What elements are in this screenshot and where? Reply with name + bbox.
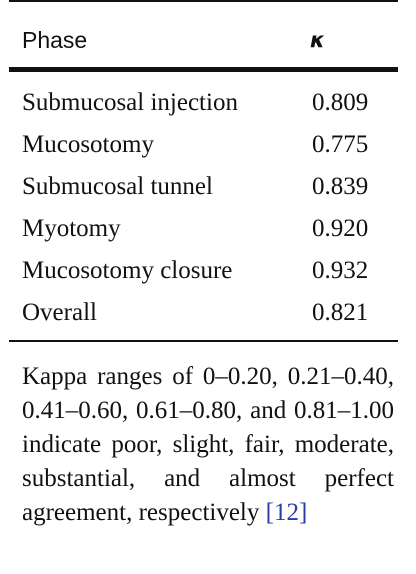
row-phase: Submucosal tunnel <box>22 173 213 200</box>
reference-link[interactable]: [12] <box>265 499 308 526</box>
header-rule <box>9 67 398 72</box>
footnote-text: Kappa ranges of 0–0.20, 0.21–0.40, 0.41–… <box>22 363 394 526</box>
row-phase: Overall <box>22 299 97 326</box>
header-kappa: κ <box>310 28 325 52</box>
row-phase: Mucosotomy <box>22 131 154 158</box>
row-kappa: 0.821 <box>312 299 369 326</box>
row-kappa: 0.809 <box>312 89 369 116</box>
row-kappa: 0.775 <box>312 131 369 158</box>
row-phase: Submucosal injection <box>22 89 238 116</box>
table-row: Mucosotomy 0.775 <box>0 129 416 171</box>
row-kappa: 0.839 <box>312 173 369 200</box>
table-top-rule <box>9 0 398 2</box>
row-phase: Myotomy <box>22 215 121 242</box>
table-row: Myotomy 0.920 <box>0 213 416 255</box>
table-row: Submucosal tunnel 0.839 <box>0 171 416 213</box>
table-footnote: Kappa ranges of 0–0.20, 0.21–0.40, 0.41–… <box>22 360 394 530</box>
table-row: Mucosotomy closure 0.932 <box>0 255 416 297</box>
table-row: Overall 0.821 <box>0 297 416 339</box>
row-kappa: 0.920 <box>312 215 369 242</box>
header-phase: Phase <box>22 27 88 53</box>
row-phase: Mucosotomy closure <box>22 257 233 284</box>
table-row: Submucosal injection 0.809 <box>0 87 416 129</box>
row-kappa: 0.932 <box>312 257 369 284</box>
table-bottom-rule <box>9 340 398 342</box>
